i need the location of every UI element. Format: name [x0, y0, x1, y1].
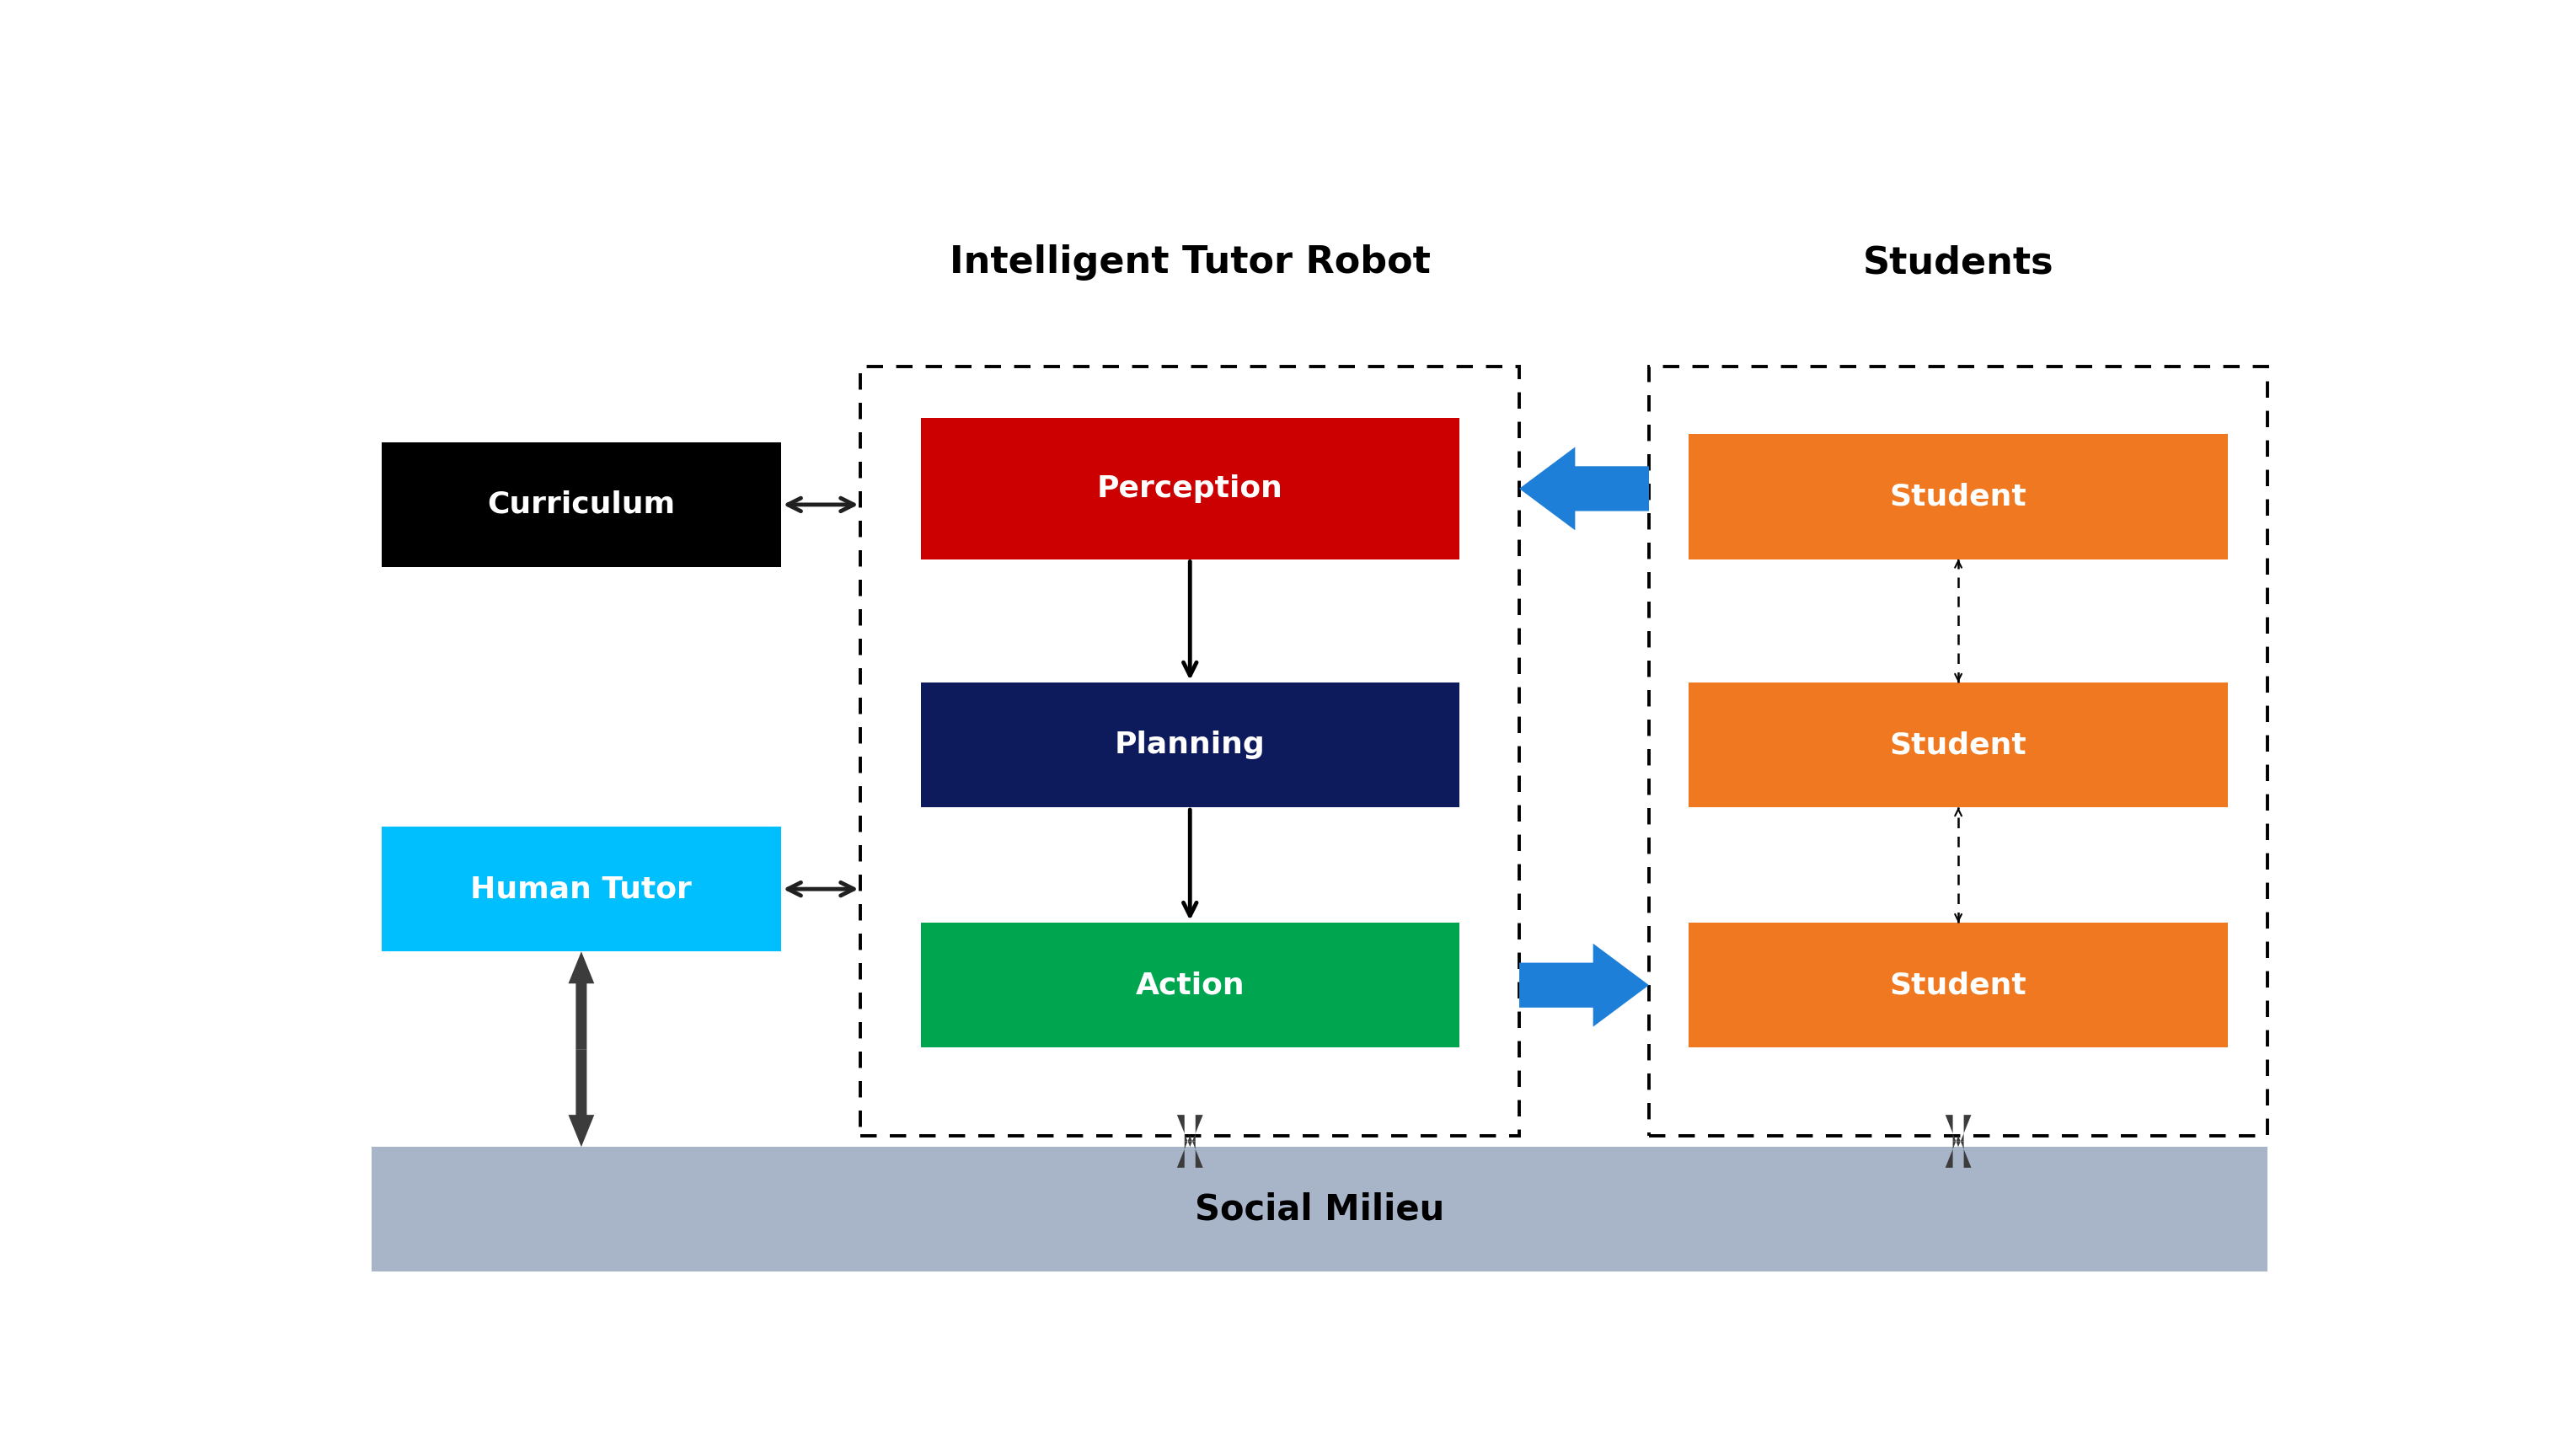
FancyArrow shape [1519, 943, 1648, 1026]
FancyArrow shape [569, 1050, 595, 1147]
Bar [860, 367, 1519, 1136]
Text: Students: Students [1862, 245, 2055, 281]
Bar [922, 418, 1460, 559]
FancyArrow shape [569, 952, 595, 1050]
Bar [381, 827, 780, 952]
Text: Human Tutor: Human Tutor [471, 875, 693, 903]
FancyArrow shape [1519, 447, 1648, 530]
Bar [1689, 683, 2227, 807]
FancyArrow shape [1177, 1115, 1203, 1147]
FancyArrow shape [1944, 1136, 1972, 1168]
Bar [1689, 923, 2227, 1048]
Bar [371, 1147, 2269, 1273]
Text: Student: Student [1890, 971, 2027, 999]
Text: Perception: Perception [1097, 475, 1282, 502]
Text: Student: Student [1890, 731, 2027, 759]
Text: Action: Action [1136, 971, 1244, 999]
Text: Planning: Planning [1115, 731, 1264, 759]
Bar [1648, 367, 2269, 1136]
Text: Intelligent Tutor Robot: Intelligent Tutor Robot [950, 245, 1432, 281]
Text: Social Milieu: Social Milieu [1195, 1191, 1445, 1227]
Bar [381, 443, 780, 568]
Bar [1689, 434, 2227, 559]
Text: Student: Student [1890, 482, 2027, 511]
FancyArrow shape [1177, 1136, 1203, 1168]
Bar [922, 923, 1460, 1048]
FancyArrow shape [1944, 1115, 1972, 1147]
Bar [922, 683, 1460, 807]
Text: Curriculum: Curriculum [487, 491, 675, 518]
